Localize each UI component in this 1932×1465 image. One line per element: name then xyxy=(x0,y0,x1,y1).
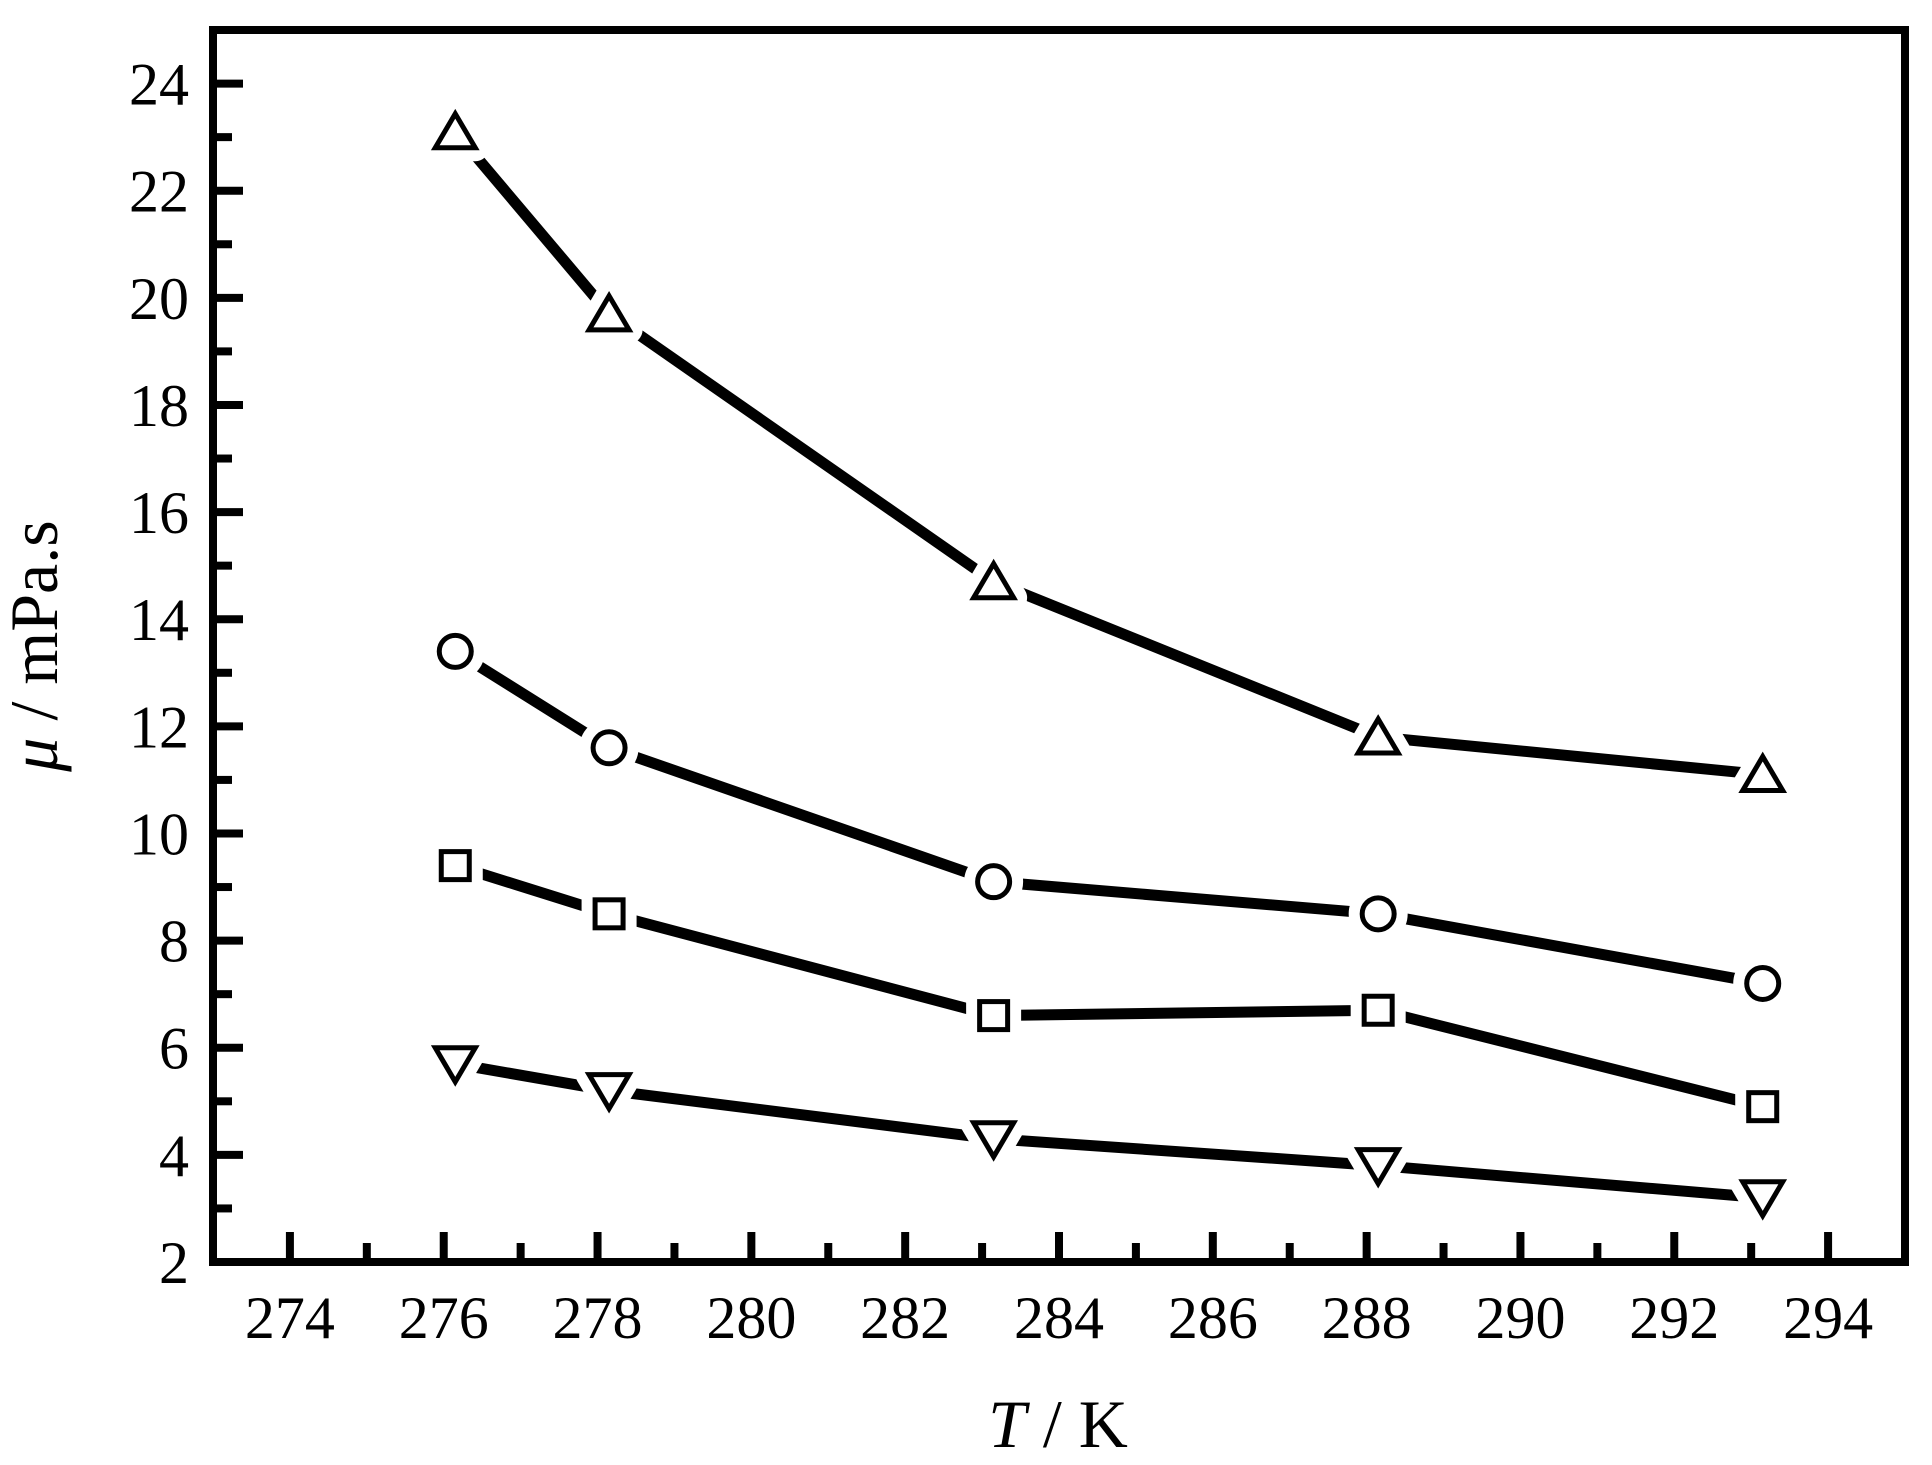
series-lines xyxy=(449,126,1769,1204)
line-triangle-up-series xyxy=(449,126,1769,781)
x-tick-label: 294 xyxy=(1783,1285,1873,1351)
y-tick-label: 24 xyxy=(129,52,189,118)
circle-marker xyxy=(1744,964,1782,1002)
line-triangle-down-series xyxy=(449,1058,1769,1204)
y-tick-label: 18 xyxy=(129,373,189,439)
triangle-up-marker xyxy=(430,108,480,151)
x-tick-label: 276 xyxy=(399,1285,489,1351)
square-marker xyxy=(1361,993,1395,1027)
square-marker xyxy=(438,849,472,883)
x-axis-label: T / K xyxy=(988,1386,1128,1462)
triangle-down-marker xyxy=(1353,1147,1403,1189)
plot-frame xyxy=(209,26,1909,1266)
triangle-up-marker xyxy=(1353,714,1403,756)
circle-marker xyxy=(436,632,474,670)
circle-marker xyxy=(590,729,628,767)
axis-ticks xyxy=(217,79,1833,1258)
line-square-series xyxy=(449,860,1769,1113)
x-tick-label: 274 xyxy=(245,1285,335,1351)
triangle-up-marker xyxy=(584,290,634,333)
y-tick-label: 12 xyxy=(129,694,189,760)
y-tick-label: 4 xyxy=(159,1123,189,1189)
x-tick-label: 282 xyxy=(860,1285,950,1351)
triangle-up-marker xyxy=(969,558,1018,601)
series-markers xyxy=(421,100,1797,1230)
triangle-down-marker xyxy=(584,1072,634,1114)
line-circle-series xyxy=(449,645,1769,989)
triangle-down-marker xyxy=(1738,1179,1788,1221)
y-tick-label: 2 xyxy=(159,1230,189,1296)
y-tick-label: 16 xyxy=(129,480,189,546)
triangle-down-marker xyxy=(969,1120,1018,1162)
y-tick-label: 20 xyxy=(129,266,189,332)
circle-marker xyxy=(975,863,1013,901)
y-tick-label: 10 xyxy=(129,801,189,867)
triangle-up-marker xyxy=(1738,751,1788,794)
y-axis-label: μ / mPa.s xyxy=(0,520,72,772)
square-marker xyxy=(592,897,626,931)
x-tick-label: 278 xyxy=(553,1285,643,1351)
y-tick-label: 6 xyxy=(159,1016,189,1082)
x-tick-labels: 274 276 278 280 282 284 286 288 290 292 294 xyxy=(245,1285,1873,1351)
x-tick-label: 288 xyxy=(1322,1285,1412,1351)
x-tick-label: 280 xyxy=(706,1285,796,1351)
circle-marker xyxy=(1359,895,1397,933)
x-tick-label: 292 xyxy=(1629,1285,1719,1351)
x-tick-label: 284 xyxy=(1014,1285,1104,1351)
y-tick-label: 22 xyxy=(129,159,189,225)
square-marker xyxy=(977,999,1011,1033)
triangle-down-marker xyxy=(430,1045,480,1087)
x-tick-label: 286 xyxy=(1168,1285,1258,1351)
y-tick-label: 14 xyxy=(129,587,189,653)
square-marker xyxy=(1746,1090,1780,1124)
x-tick-label: 290 xyxy=(1475,1285,1565,1351)
y-tick-label: 8 xyxy=(159,909,189,975)
